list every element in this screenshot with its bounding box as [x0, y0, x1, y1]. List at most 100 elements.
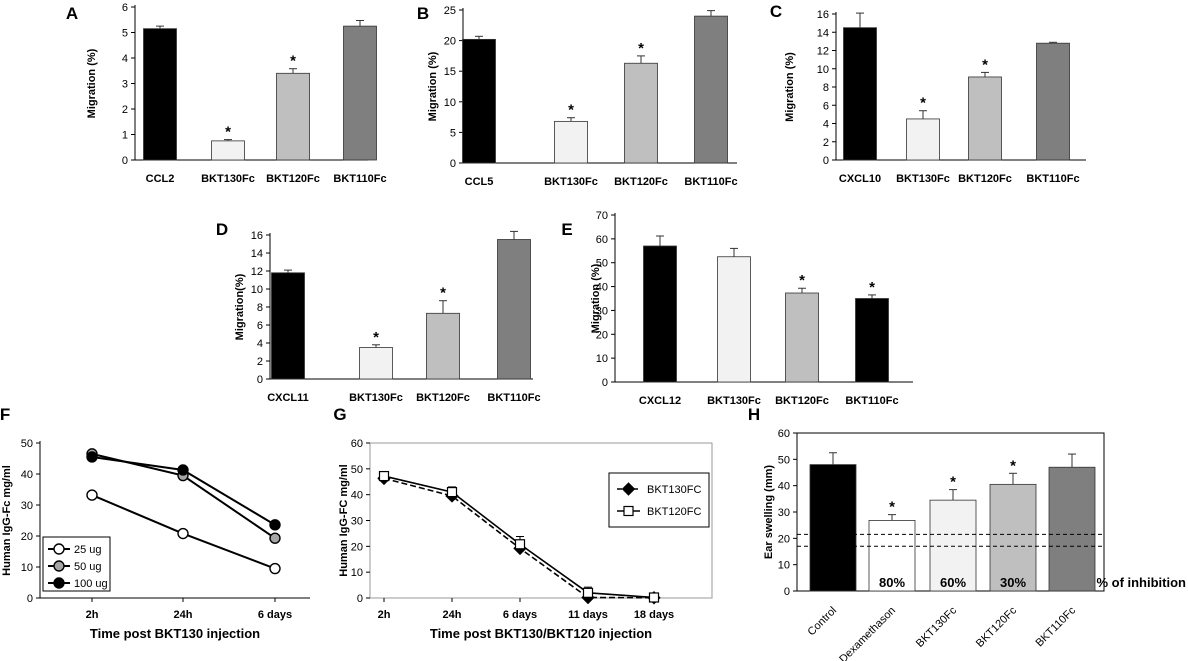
y-tick-label-d-4: 8 [257, 302, 263, 314]
bar-a-2 [276, 72, 310, 161]
inhibition-value-h-3: 30% [1000, 575, 1026, 590]
category-label-a-2: BKT120Fc [266, 173, 320, 185]
category-label-b-1: BKT130Fc [544, 176, 598, 188]
bar-b-1 [554, 120, 588, 164]
significance-star-c-2: * [982, 56, 988, 73]
y-tick-label-b-0: 0 [450, 158, 456, 170]
y-tick-label-b-4: 20 [444, 36, 456, 48]
bar-a-0 [143, 28, 177, 161]
bar-e-1 [717, 256, 751, 383]
y-tick-label-h-0: 0 [784, 586, 790, 598]
significance-star-b-2: * [638, 40, 644, 57]
y-tick-label-h-6: 60 [778, 428, 790, 440]
y-axis-label-c: Migration (%) [784, 52, 796, 122]
y-tick-label-d-0: 0 [257, 374, 263, 386]
y-tick-label-g-4: 40 [351, 490, 363, 502]
y-tick-label-d-2: 4 [257, 338, 263, 350]
legend-marker-f-2 [53, 577, 65, 589]
y-tick-label-d-1: 2 [257, 356, 263, 368]
y-tick-label-e-2: 20 [596, 329, 608, 341]
y-tick-label-f-3: 30 [21, 500, 33, 512]
y-axis-label-f: Human IgG-Fc mg/ml [1, 465, 13, 576]
data-point-g-1-4 [648, 592, 660, 603]
y-tick-label-e-4: 40 [596, 282, 608, 294]
y-tick-label-g-3: 30 [351, 516, 363, 528]
panel-label-b: B [417, 4, 429, 23]
panel-label-f: F [0, 405, 10, 424]
category-label-h-2: BKT130Fc [914, 604, 960, 650]
significance-star-h-2: * [950, 474, 956, 491]
category-label-d-0: CXCL11 [267, 392, 309, 404]
x-tick-label-g-0: 2h [378, 609, 391, 621]
y-tick-label-a-0: 0 [122, 155, 128, 167]
y-tick-label-f-2: 20 [21, 531, 33, 543]
y-axis-label-e: Migration (%) [590, 263, 602, 333]
bar-c-2 [968, 76, 1002, 161]
x-axis-label-g: Time post BKT130/BKT120 injection [430, 626, 652, 641]
bar-h-4 [1048, 466, 1096, 592]
legend-marker-f-0 [53, 543, 65, 555]
bar-a-3 [343, 25, 377, 161]
bar-d-2 [426, 312, 460, 380]
bar-d-0 [271, 272, 305, 380]
category-label-d-1: BKT130Fc [349, 392, 403, 404]
category-label-b-3: BKT110Fc [684, 176, 737, 188]
y-tick-label-e-1: 10 [596, 353, 608, 365]
category-label-h-4: BKT110Fc [1033, 604, 1078, 649]
legend-label-g-0: BKT130FC [647, 484, 701, 496]
category-label-a-1: BKT130Fc [201, 173, 255, 185]
data-point-f-2-2 [269, 519, 281, 531]
y-tick-label-g-2: 20 [351, 541, 363, 553]
y-tick-label-f-4: 40 [21, 469, 33, 481]
panel-label-g: G [333, 405, 346, 424]
significance-star-h-3: * [1010, 457, 1016, 474]
y-tick-label-d-6: 12 [251, 266, 263, 278]
y-tick-label-f-1: 10 [21, 562, 33, 574]
data-point-g-1-2 [514, 539, 526, 550]
data-point-g-1-3 [582, 587, 594, 598]
y-axis-label-g: Human IgG-FC mg/ml [338, 464, 350, 576]
legend-marker-f-1 [53, 560, 65, 572]
y-tick-label-h-1: 10 [778, 560, 790, 572]
category-label-d-3: BKT110Fc [487, 392, 540, 404]
significance-star-d-2: * [440, 285, 446, 302]
bar-b-3 [694, 15, 728, 164]
y-tick-label-c-2: 4 [823, 119, 829, 131]
y-axis-label-b: Migration (%) [427, 51, 439, 121]
panel-label-d: D [216, 220, 228, 239]
y-tick-label-h-5: 50 [778, 454, 790, 466]
category-label-a-3: BKT110Fc [333, 173, 386, 185]
x-axis-label-f: Time post BKT130 injection [90, 626, 260, 641]
y-tick-label-h-4: 40 [778, 481, 790, 493]
data-point-f-0-2 [269, 562, 281, 575]
category-label-e-0: CXCL12 [639, 395, 681, 407]
y-tick-label-a-4: 4 [122, 53, 128, 65]
y-tick-label-g-1: 10 [351, 567, 363, 579]
panel-label-e: E [561, 220, 572, 239]
y-tick-label-d-3: 6 [257, 320, 263, 332]
data-point-f-1-2 [269, 532, 281, 544]
y-axis-label-a: Migration (%) [86, 48, 98, 118]
bar-h-1 [868, 520, 916, 592]
data-point-f-2-1 [177, 464, 189, 476]
significance-star-b-1: * [568, 102, 574, 119]
y-tick-label-d-7: 14 [251, 248, 263, 260]
data-point-f-0-1 [177, 527, 189, 540]
y-tick-label-c-3: 6 [823, 100, 829, 112]
x-tick-label-g-4: 18 days [634, 609, 674, 621]
bar-b-2 [624, 62, 658, 164]
x-tick-label-f-2: 6 days [258, 609, 292, 621]
y-tick-label-e-5: 50 [596, 258, 608, 270]
significance-star-a-2: * [290, 53, 296, 70]
category-label-c-1: BKT130Fc [896, 173, 950, 185]
legend-marker-g-0 [621, 482, 636, 496]
y-tick-label-b-2: 10 [444, 97, 456, 109]
x-tick-label-f-1: 24h [174, 609, 193, 621]
y-tick-label-e-3: 30 [596, 305, 608, 317]
y-tick-label-g-6: 60 [351, 438, 363, 450]
y-tick-label-c-5: 10 [817, 64, 829, 76]
panel-label-a: A [66, 4, 78, 23]
y-tick-label-h-3: 30 [778, 507, 790, 519]
category-label-c-0: CXCL10 [839, 173, 881, 185]
data-point-g-1-0 [378, 470, 390, 482]
